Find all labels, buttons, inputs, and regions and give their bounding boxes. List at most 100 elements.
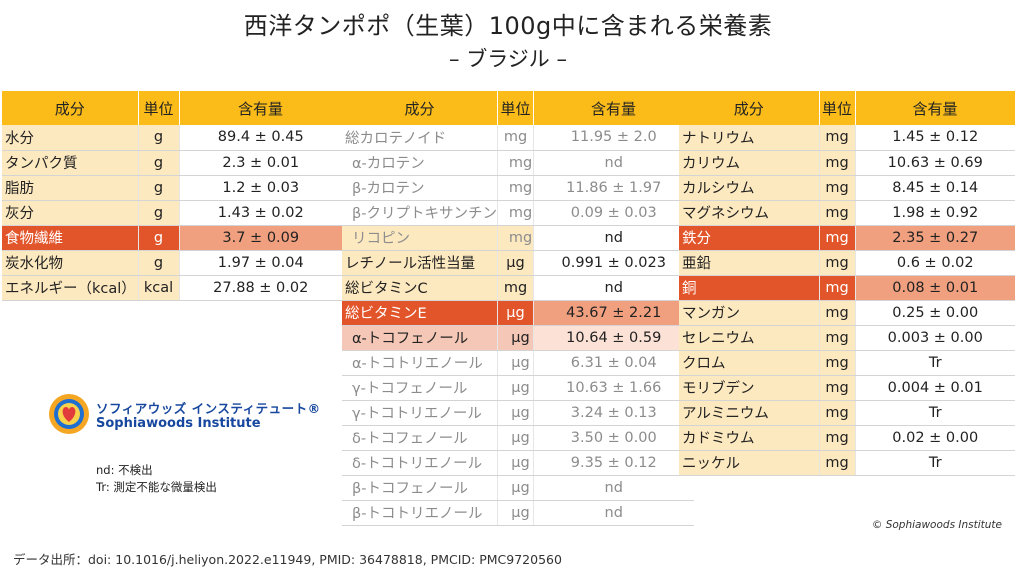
nutrient-unit: mg bbox=[818, 150, 856, 176]
nutrient-name: α-トコトリエノール bbox=[342, 350, 498, 376]
nutrient-name: クロム bbox=[679, 350, 819, 376]
nutrient-name: γ-トコトリエノール bbox=[342, 400, 498, 426]
nutrient-unit: g bbox=[137, 125, 180, 151]
nutrient-name: アルミニウム bbox=[679, 400, 819, 426]
table-row: β-トコフェノール μg nd bbox=[342, 475, 694, 501]
nutrient-name: 総ビタミンE bbox=[342, 300, 498, 326]
nutrient-value: 1.2 ± 0.03 bbox=[179, 175, 342, 201]
nutrient-unit: μg bbox=[497, 250, 534, 276]
nutrient-value: 0.09 ± 0.03 bbox=[533, 200, 694, 226]
table-row: セレニウム mg 0.003 ± 0.00 bbox=[679, 325, 1015, 351]
nutrient-unit: mg bbox=[818, 300, 856, 326]
nutrient-value: 6.31 ± 0.04 bbox=[533, 350, 694, 376]
sophiawoods-logo-icon bbox=[49, 394, 89, 434]
nutrient-value: nd bbox=[533, 225, 694, 251]
table-row: 総ビタミンC mg nd bbox=[342, 275, 694, 301]
column-header-name: 成分 bbox=[679, 91, 820, 125]
nutrient-name: 銅 bbox=[679, 275, 819, 301]
nutrient-value: nd bbox=[533, 275, 694, 301]
nutrient-value: 0.6 ± 0.02 bbox=[855, 250, 1015, 276]
nutrient-name: マグネシウム bbox=[679, 200, 819, 226]
column-header-unit: 単位 bbox=[819, 91, 856, 125]
nutrient-value: 0.003 ± 0.00 bbox=[855, 325, 1015, 351]
nutrient-name: 灰分 bbox=[2, 200, 138, 226]
nutrient-value: 0.08 ± 0.01 bbox=[855, 275, 1015, 301]
table-row-highlighted: 食物繊維 g 3.7 ± 0.09 bbox=[2, 225, 342, 251]
table-row: マグネシウム mg 1.98 ± 0.92 bbox=[679, 200, 1015, 226]
table-row: カドミウム mg 0.02 ± 0.00 bbox=[679, 425, 1015, 451]
nutrient-value: 1.45 ± 0.12 bbox=[855, 125, 1015, 151]
nutrient-name: ナトリウム bbox=[679, 125, 819, 151]
table-row: ニッケル mg Tr bbox=[679, 450, 1015, 476]
table-row: γ-トコフェノール μg 10.63 ± 1.66 bbox=[342, 375, 694, 401]
table-row: γ-トコトリエノール μg 3.24 ± 0.13 bbox=[342, 400, 694, 426]
nutrient-name: β-カロテン bbox=[342, 175, 498, 201]
nutrient-value: 0.02 ± 0.00 bbox=[855, 425, 1015, 451]
nutrient-unit: mg bbox=[497, 125, 534, 151]
nutrient-unit: mg bbox=[818, 175, 856, 201]
data-source-citation: データ出所：doi: 10.1016/j.heliyon.2022.e11949… bbox=[13, 552, 562, 567]
nutrient-value: 1.43 ± 0.02 bbox=[179, 200, 342, 226]
nutrient-name: タンパク質 bbox=[2, 150, 138, 176]
nutrient-name: カドミウム bbox=[679, 425, 819, 451]
note-tr: Tr: 測定不能な微量検出 bbox=[96, 480, 217, 494]
nutrient-value: Tr bbox=[855, 400, 1015, 426]
nutrient-value: 1.97 ± 0.04 bbox=[179, 250, 342, 276]
nutrient-value: 10.64 ± 0.59 bbox=[533, 325, 694, 351]
nutrient-value: 0.004 ± 0.01 bbox=[855, 375, 1015, 401]
nutrient-unit: kcal bbox=[137, 275, 180, 301]
table-row: カリウム mg 10.63 ± 0.69 bbox=[679, 150, 1015, 176]
table-row: 炭水化物 g 1.97 ± 0.04 bbox=[2, 250, 342, 276]
nutrient-name: 脂肪 bbox=[2, 175, 138, 201]
table-row-highlighted: α-トコフェノール μg 10.64 ± 0.59 bbox=[342, 325, 694, 351]
nutrient-value: 2.35 ± 0.27 bbox=[855, 225, 1015, 251]
logo-name-english: Sophiawoods Institute bbox=[96, 416, 261, 431]
nutrient-name: 水分 bbox=[2, 125, 138, 151]
nutrient-unit: μg bbox=[497, 450, 534, 476]
nutrient-value: 3.50 ± 0.00 bbox=[533, 425, 694, 451]
nutrient-unit: μg bbox=[497, 500, 534, 526]
table-row: リコピン mg nd bbox=[342, 225, 694, 251]
nutrient-unit: mg bbox=[497, 150, 534, 176]
nutrient-value: nd bbox=[533, 150, 694, 176]
table-row: β-カロテン mg 11.86 ± 1.97 bbox=[342, 175, 694, 201]
nutrient-value: Tr bbox=[855, 350, 1015, 376]
table-row: 水分 g 89.4 ± 0.45 bbox=[2, 125, 342, 151]
nutrient-unit: μg bbox=[497, 375, 534, 401]
nutrient-unit: mg bbox=[818, 125, 856, 151]
table-row: 総カロテノイド mg 11.95 ± 2.0 bbox=[342, 125, 694, 151]
nutrient-unit: μg bbox=[497, 475, 534, 501]
copyright-text: © Sophiawoods Institute bbox=[871, 519, 1002, 531]
nutrient-unit: mg bbox=[818, 375, 856, 401]
table-row-highlighted: 総ビタミンE μg 43.67 ± 2.21 bbox=[342, 300, 694, 326]
nutrient-unit: g bbox=[137, 250, 180, 276]
nutrient-name: 食物繊維 bbox=[2, 225, 138, 251]
nutrient-value: 10.63 ± 0.69 bbox=[855, 150, 1015, 176]
table-row-highlighted: 鉄分 mg 2.35 ± 0.27 bbox=[679, 225, 1015, 251]
nutrient-unit: μg bbox=[497, 350, 534, 376]
nutrient-unit: μg bbox=[497, 300, 534, 326]
table-row: 灰分 g 1.43 ± 0.02 bbox=[2, 200, 342, 226]
nutrient-name: マンガン bbox=[679, 300, 819, 326]
nutrient-name: リコピン bbox=[342, 225, 498, 251]
column-header-value: 含有量 bbox=[533, 91, 694, 125]
note-nd: nd: 不検出 bbox=[96, 463, 153, 477]
nutrient-unit: g bbox=[137, 150, 180, 176]
table-row: タンパク質 g 2.3 ± 0.01 bbox=[2, 150, 342, 176]
column-header-name: 成分 bbox=[342, 91, 498, 125]
mineral-table: 成分 単位 含有量 ナトリウム mg 1.45 ± 0.12 カリウム mg 1… bbox=[679, 91, 1016, 476]
nutrient-value: 27.88 ± 0.02 bbox=[179, 275, 342, 301]
nutrient-name: エネルギー（kcal） bbox=[2, 275, 138, 301]
nutrient-value: 3.7 ± 0.09 bbox=[179, 225, 342, 251]
column-header-name: 成分 bbox=[2, 91, 139, 125]
nutrient-value: 0.25 ± 0.00 bbox=[855, 300, 1015, 326]
logo-name-japanese: ソフィアウッズ インスティテュート® bbox=[96, 401, 321, 416]
nutrient-unit: μg bbox=[497, 325, 534, 351]
nutrient-unit: mg bbox=[818, 325, 856, 351]
nutrient-value: 1.98 ± 0.92 bbox=[855, 200, 1015, 226]
nutrient-value: 11.95 ± 2.0 bbox=[533, 125, 694, 151]
nutrient-value: 2.3 ± 0.01 bbox=[179, 150, 342, 176]
table-row: α-トコトリエノール μg 6.31 ± 0.04 bbox=[342, 350, 694, 376]
nutrient-value: 0.991 ± 0.023 bbox=[533, 250, 694, 276]
nutrient-name: β-クリプトキサンチン bbox=[342, 200, 498, 226]
